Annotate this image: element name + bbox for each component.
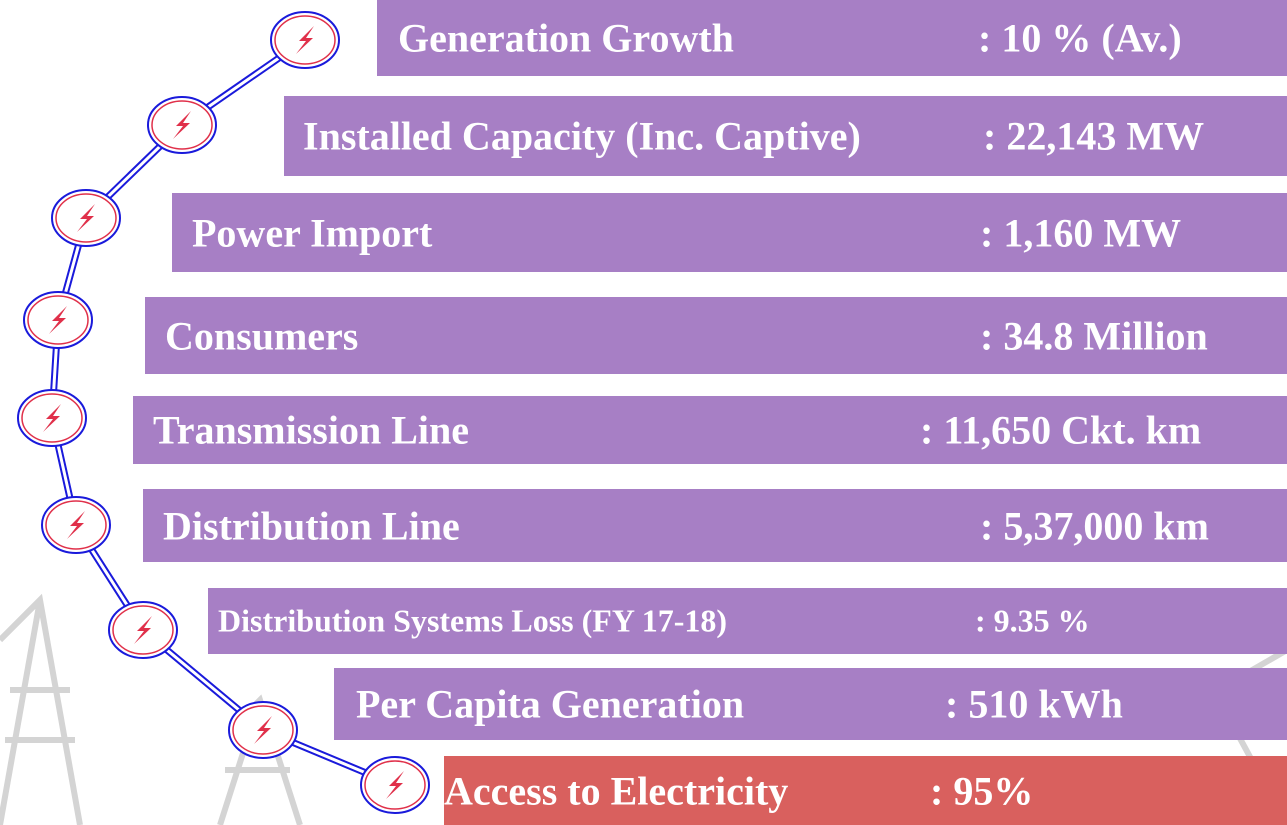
stat-value: : 510 kWh bbox=[945, 681, 1123, 728]
stat-label: Distribution Systems Loss (FY 17-18) bbox=[218, 603, 727, 640]
stat-label: Access to Electricity bbox=[444, 767, 788, 814]
stat-label: Per Capita Generation bbox=[356, 681, 744, 728]
stat-label: Generation Growth bbox=[398, 15, 734, 62]
stat-label: Installed Capacity (Inc. Captive) bbox=[303, 113, 861, 160]
stat-label: Distribution Line bbox=[163, 502, 460, 549]
stat-value: : 11,650 Ckt. km bbox=[920, 407, 1201, 454]
stat-value: : 9.35 % bbox=[975, 603, 1090, 640]
stat-value: : 10 % (Av.) bbox=[978, 15, 1182, 62]
stat-label: Transmission Line bbox=[153, 407, 469, 454]
stat-value: : 22,143 MW bbox=[983, 113, 1204, 160]
stat-value: : 95% bbox=[930, 767, 1033, 814]
stat-value: : 1,160 MW bbox=[980, 209, 1181, 256]
stat-value: : 34.8 Million bbox=[980, 312, 1208, 359]
stat-label: Consumers bbox=[165, 312, 358, 359]
stat-label: Power Import bbox=[192, 209, 432, 256]
slide: Generation Growth : 10 % (Av.) Installed C… bbox=[0, 0, 1287, 825]
stat-value: : 5,37,000 km bbox=[980, 502, 1209, 549]
